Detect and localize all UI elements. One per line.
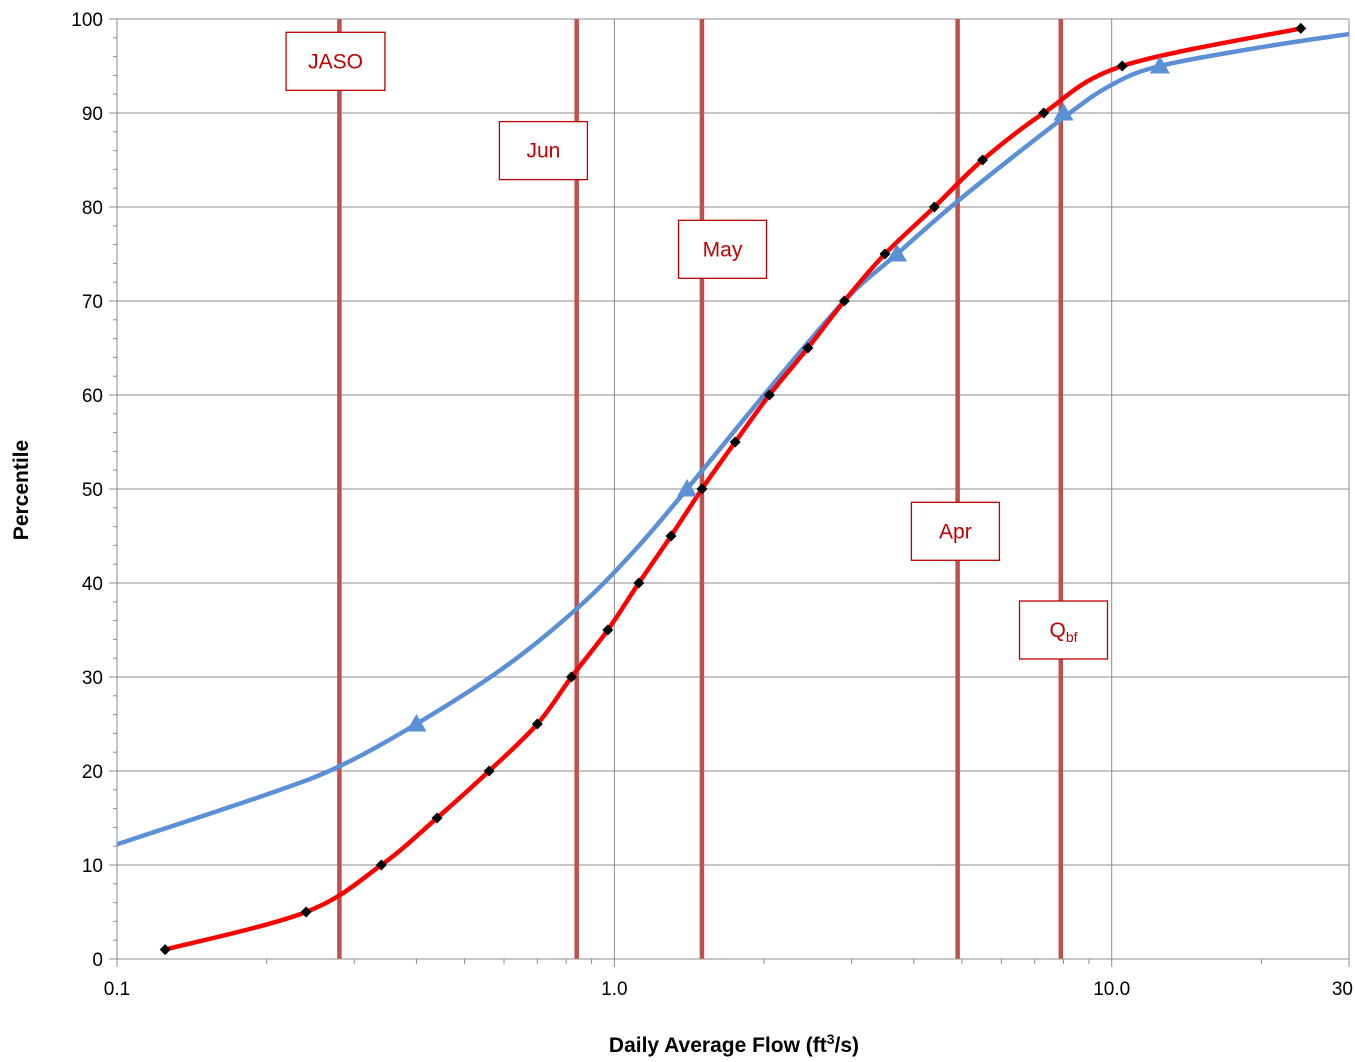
red-series-diamond-marker [483, 765, 495, 777]
y-tick-label: 0 [92, 950, 103, 971]
y-axis-title: Percentile [10, 440, 33, 540]
annotations: JASO Jun May Apr Qbf [285, 31, 1109, 660]
x-tick-label: 10.0 [1093, 979, 1130, 1000]
red-series-diamond-marker [665, 530, 677, 542]
red-series-diamond-marker [977, 154, 989, 166]
annotation-box-border [910, 501, 1001, 561]
x-axis-title-end: /s) [835, 1034, 860, 1057]
x-tick-label: 0.1 [104, 979, 130, 1000]
blue-series-triangle-marker [406, 714, 427, 732]
annotation-label-main: Jun [526, 140, 560, 163]
axes: 0 10 20 30 40 50 60 70 80 90 100 0.1 1.0 10.0 30 [71, 10, 1353, 1000]
red-series-diamond-marker [696, 483, 708, 495]
annotation-label: May [703, 238, 743, 261]
annotation-box-border [677, 219, 768, 279]
red-series-diamond-marker [300, 906, 312, 918]
annotation-box: Qbf [1018, 600, 1109, 660]
blue-series-triangle-marker [886, 244, 907, 262]
y-tick-label: 60 [82, 386, 103, 407]
annotation-box: May [677, 219, 768, 279]
y-tick-label: 50 [82, 480, 103, 501]
blue-series-triangle-marker [1149, 56, 1170, 74]
annotation-box-border [1018, 600, 1109, 660]
annotation-label-main: JASO [308, 50, 363, 73]
series-markers [159, 22, 1307, 956]
red-series-diamond-marker [729, 436, 741, 448]
red-series-diamond-marker [928, 201, 940, 213]
x-tick-label: 30 [1332, 979, 1353, 1000]
y-tick-label: 90 [82, 104, 103, 125]
grid [117, 18, 1349, 960]
annotation-label: Apr [939, 520, 972, 543]
x-tick-label: 1.0 [601, 979, 627, 1000]
annotation-label: Qbf [1049, 619, 1077, 645]
blue-series-triangle-marker [1053, 103, 1074, 121]
y-tick-label: 40 [82, 574, 103, 595]
red-series-diamond-marker [633, 577, 645, 589]
x-axis-title: Daily Average Flow (ft3/s) [609, 1031, 859, 1057]
red-series-diamond-marker [1116, 60, 1128, 72]
red-series-diamond-marker [159, 944, 171, 956]
red-series-diamond-marker [531, 718, 543, 730]
y-tick-label: 100 [71, 10, 103, 31]
red-series-diamond-marker [802, 342, 814, 354]
annotation-label-main: May [703, 238, 743, 261]
annotation-box-border [285, 31, 386, 91]
red-series-diamond-marker [1038, 107, 1050, 119]
y-tick-label: 10 [82, 856, 103, 877]
red-series-diamond-marker [431, 812, 443, 824]
y-tick-label: 70 [82, 292, 103, 313]
x-axis-title-superscript: 3 [827, 1031, 835, 1047]
red-series-diamond-marker [565, 671, 577, 683]
annotation-box-border [498, 120, 589, 181]
annotation-box: Apr [910, 501, 1001, 561]
x-axis-title-main: Daily Average Flow (ft [609, 1034, 827, 1057]
red-series-diamond-marker [879, 248, 891, 260]
blue-series-triangle-marker [677, 479, 698, 497]
red-series-diamond-marker [838, 295, 850, 307]
annotation-label-main: Apr [939, 520, 972, 543]
red-series-diamond-marker [602, 624, 614, 636]
y-tick-label: 20 [82, 762, 103, 783]
annotation-label-subscript: bf [1066, 629, 1078, 645]
red-series-diamond-marker [375, 859, 387, 871]
blue-series-line [116, 31, 1350, 847]
annotation-label: JASO [308, 50, 363, 73]
y-tick-label: 80 [82, 198, 103, 219]
annotation-box: Jun [498, 120, 589, 181]
y-tick-label: 30 [82, 668, 103, 689]
annotation-label-main: Q [1049, 619, 1065, 642]
red-series-diamond-marker [1295, 22, 1307, 34]
annotation-label: Jun [526, 140, 560, 163]
red-series-diamond-marker [763, 389, 775, 401]
annotation-box: JASO [285, 31, 386, 91]
